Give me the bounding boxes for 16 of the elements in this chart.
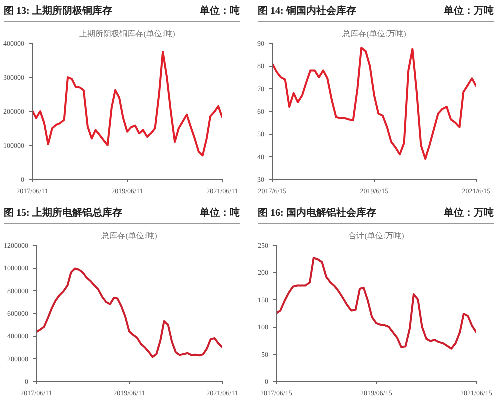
chart-title: 图 16: 国内电解铝社会库存 — [258, 207, 376, 221]
line-series — [272, 47, 476, 160]
line-series — [276, 257, 476, 350]
text: 单位：吨 — [200, 207, 240, 221]
chart-subtitle: 合计(单位:万吨) — [348, 232, 405, 240]
chart-subtitle: 总库存(单位:吨) — [100, 232, 158, 240]
line-series — [32, 51, 222, 157]
chart-subtitle: 上期所阴极铜库存(单位:吨) — [80, 30, 176, 38]
chart-title: 图 14: 铜国内社会库存 — [258, 5, 356, 19]
text: 单位：吨 — [200, 5, 240, 19]
text: 单位：万吨 — [444, 5, 494, 19]
chart-title: 图 13: 上期所阴极铜库存 — [4, 5, 112, 19]
chart-subtitle: 总库存(单位:万吨) — [342, 30, 407, 38]
chart-title: 图 15: 上期所电解铝总库存 — [4, 207, 122, 221]
line-series — [36, 268, 222, 358]
text: 单位：万吨 — [444, 207, 494, 221]
